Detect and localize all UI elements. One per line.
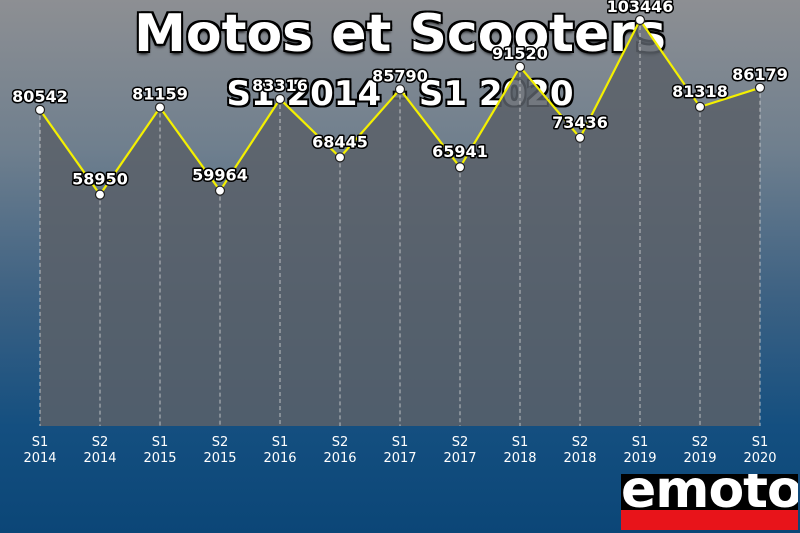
- x-tick-label: 2015: [143, 451, 176, 466]
- data-point: [334, 152, 346, 163]
- x-tick-label: S2: [332, 435, 349, 450]
- x-tick-label: S2: [692, 435, 709, 450]
- data-point: [514, 61, 526, 72]
- data-point: [274, 93, 286, 105]
- data-point: [34, 104, 46, 116]
- data-label: 81318: [672, 82, 728, 101]
- x-tick-label: S2: [572, 435, 589, 450]
- data-label: 91520: [492, 44, 548, 63]
- x-tick-label: 2016: [323, 451, 356, 466]
- x-tick-label: 2018: [503, 451, 536, 466]
- x-tick-label: S1: [752, 435, 769, 450]
- data-point: [454, 162, 466, 173]
- x-tick-label: S1: [392, 435, 409, 450]
- data-point: [94, 189, 106, 200]
- data-point: [694, 101, 706, 112]
- data-point: [394, 84, 406, 95]
- data-label: 81159: [132, 84, 188, 103]
- logo-black-band: [621, 474, 798, 510]
- data-point: [214, 185, 226, 196]
- x-tick-label: S1: [632, 435, 649, 450]
- x-tick-label: S2: [92, 435, 109, 450]
- x-tick-label: 2019: [623, 451, 656, 466]
- x-tick-label: S1: [272, 435, 289, 450]
- x-tick-label: 2014: [23, 451, 56, 466]
- x-tick-label: 2014: [83, 451, 116, 466]
- data-label: 65941: [432, 142, 488, 161]
- x-tick-label: S2: [212, 435, 229, 450]
- data-label: 59964: [192, 166, 248, 185]
- data-label: 86179: [732, 65, 788, 84]
- x-tick-label: 2017: [443, 451, 476, 466]
- data-point: [154, 102, 166, 113]
- x-tick-label: 2018: [563, 451, 596, 466]
- x-tick-label: 2015: [203, 451, 236, 466]
- emoto-logo: emoto: [621, 474, 798, 530]
- data-label: 80542: [12, 87, 68, 106]
- x-tick-label: S1: [152, 435, 169, 450]
- x-tick-label: 2019: [683, 451, 716, 466]
- data-label: 103446: [607, 0, 674, 16]
- x-tick-label: S2: [452, 435, 469, 450]
- x-tick-label: 2020: [743, 451, 776, 466]
- data-label: 83316: [252, 76, 308, 95]
- data-point: [754, 82, 766, 93]
- data-label: 73436: [552, 113, 608, 132]
- x-tick-label: 2017: [383, 451, 416, 466]
- x-tick-label: 2016: [263, 451, 296, 466]
- data-label: 68445: [312, 132, 368, 151]
- chart-title: Motos et Scooters: [134, 4, 666, 64]
- data-point: [574, 132, 586, 143]
- data-point: [634, 14, 646, 26]
- logo-text: emoto: [621, 474, 798, 520]
- x-tick-label: S1: [32, 435, 49, 450]
- data-label: 85790: [372, 66, 428, 85]
- x-tick-label: S1: [512, 435, 529, 450]
- data-label: 58950: [72, 170, 128, 189]
